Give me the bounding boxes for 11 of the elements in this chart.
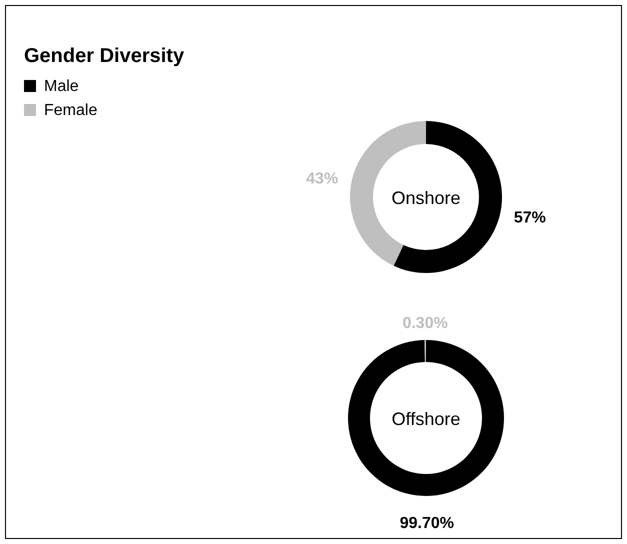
text: Onshore	[391, 188, 461, 208]
data-label: 43%	[306, 170, 338, 188]
legend-label: Female	[44, 102, 98, 119]
data-label: 57%	[514, 210, 546, 227]
donut-slice	[348, 340, 504, 496]
chart-title: Gender Diversity	[24, 45, 185, 67]
donut-slice	[394, 121, 502, 273]
data-label: 0.30%	[402, 315, 448, 332]
text: Offshore	[392, 409, 460, 429]
legend-label: Male	[44, 78, 79, 95]
data-label: 99.70%	[400, 514, 454, 532]
